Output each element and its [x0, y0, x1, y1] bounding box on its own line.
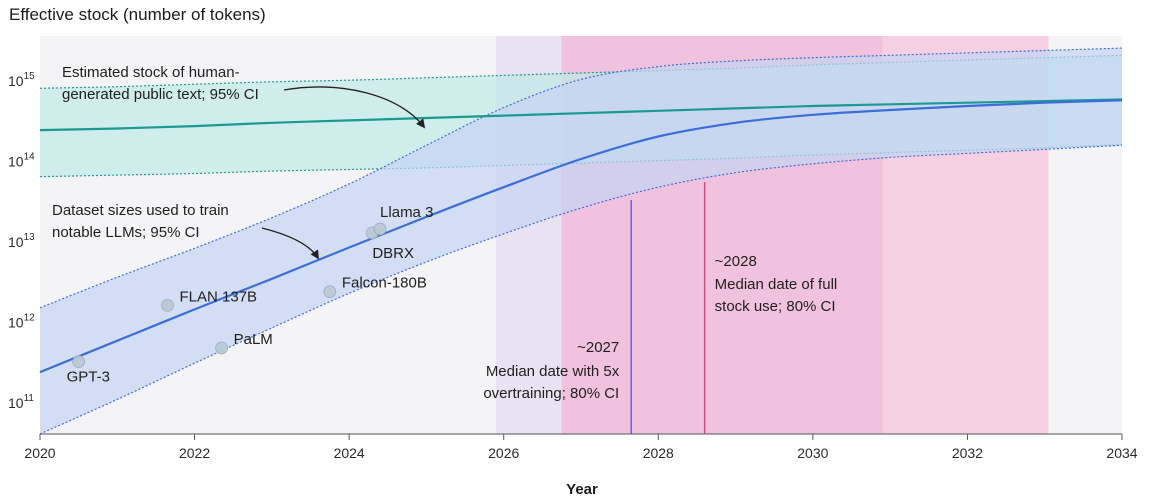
dataset-ci-band-lower-edge — [39, 144, 1123, 435]
x-tick-label: 2034 — [1106, 445, 1137, 461]
model-label-palm: PaLM — [234, 331, 273, 348]
model-label-llama-3: Llama 3 — [380, 204, 433, 221]
model-point-flan-137b — [161, 298, 174, 312]
median-date-lines — [630, 182, 706, 434]
stock-arrow — [283, 86, 426, 129]
axes: 2020 2022 2024 2026 2028 2030 2032 2034 1011 1012… — [8, 71, 1138, 461]
dataset-ci-band-upper-edge — [39, 47, 1123, 309]
y-tick-label: 1012 — [8, 312, 35, 330]
model-label-flan-137b: FLAN 137B — [180, 288, 258, 305]
x-tick-label: 2026 — [488, 445, 519, 461]
stock-annotation: Estimated stock of human-generated publi… — [62, 64, 259, 103]
x-tick-label: 2022 — [179, 445, 210, 461]
x-tick-label: 2024 — [334, 445, 365, 461]
model-point-falcon-180b — [323, 285, 337, 299]
model-label-falcon-180b: Falcon-180B — [342, 275, 427, 292]
x-tick-label: 2028 — [643, 445, 674, 461]
dataset-annotation: Dataset sizes used to train notable LLMs;… — [52, 202, 229, 241]
overtraining-median-label: ~2027 — [577, 339, 619, 356]
chart-title: Effective stock (number of tokens) — [9, 5, 266, 24]
y-tick-label: 1011 — [8, 393, 34, 411]
stock-median-line — [39, 98, 1123, 132]
y-tick-label: 1013 — [8, 232, 35, 250]
model-point-palm — [215, 341, 229, 355]
median-lines — [39, 98, 1123, 374]
x-tick-label: 2020 — [24, 445, 55, 461]
overtraining-median-caption: Median date with 5x overtraining; 80% CI — [483, 363, 619, 402]
dataset-ci-band — [40, 48, 1122, 434]
model-label-gpt-3: GPT-3 — [67, 369, 110, 386]
confidence-bands — [39, 47, 1123, 435]
dataset-median-line — [39, 99, 1123, 374]
x-tick-label: 2030 — [797, 445, 828, 461]
model-label-dbrx: DBRX — [372, 245, 414, 262]
annotations: Estimated stock of human-generated publi… — [52, 64, 837, 402]
x-tick-label: 2032 — [952, 445, 983, 461]
x-axis-label: Year — [566, 481, 598, 498]
full-stock-median-label: ~2028 — [715, 253, 757, 270]
model-point-gpt-3 — [72, 355, 86, 369]
full-stock-median-caption: Median date of full stock use; 80% CI — [715, 276, 838, 315]
model-points: GPT-3 FLAN 137B PaLM Falcon-180B DBRX Llama 3 — [67, 204, 434, 386]
y-tick-label: 1015 — [8, 71, 35, 89]
y-tick-label: 1014 — [8, 152, 35, 170]
model-point-llama-3 — [373, 222, 387, 236]
dataset-arrow — [261, 227, 319, 260]
